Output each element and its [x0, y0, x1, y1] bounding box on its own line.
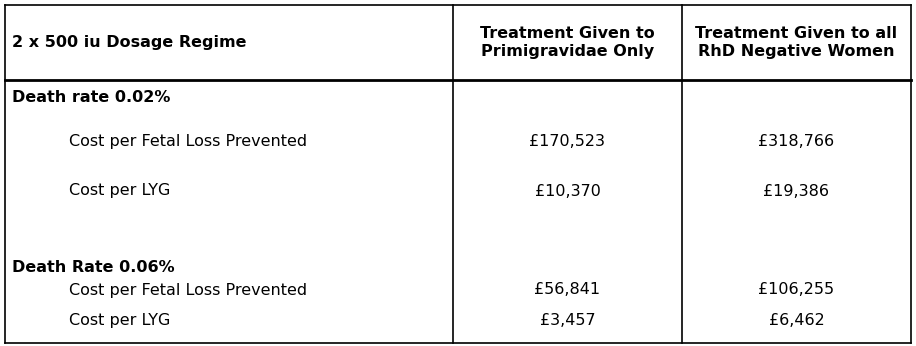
Text: £318,766: £318,766	[758, 134, 834, 148]
Text: Cost per LYG: Cost per LYG	[69, 313, 170, 328]
Text: £3,457: £3,457	[540, 313, 595, 328]
Text: Treatment Given to all
RhD Negative Women: Treatment Given to all RhD Negative Wome…	[695, 26, 898, 59]
Text: Cost per LYG: Cost per LYG	[69, 183, 170, 199]
Text: £10,370: £10,370	[535, 183, 600, 199]
Text: £106,255: £106,255	[758, 282, 834, 298]
Text: Death rate 0.02%: Death rate 0.02%	[12, 90, 170, 105]
Text: 2 x 500 iu Dosage Regime: 2 x 500 iu Dosage Regime	[12, 35, 246, 50]
Text: £56,841: £56,841	[534, 282, 601, 298]
Text: Cost per Fetal Loss Prevented: Cost per Fetal Loss Prevented	[69, 282, 307, 298]
Text: Cost per Fetal Loss Prevented: Cost per Fetal Loss Prevented	[69, 134, 307, 148]
Text: Death Rate 0.06%: Death Rate 0.06%	[12, 261, 175, 275]
Text: £6,462: £6,462	[769, 313, 824, 328]
Text: Treatment Given to
Primigravidae Only: Treatment Given to Primigravidae Only	[480, 26, 655, 59]
Text: £170,523: £170,523	[529, 134, 605, 148]
Text: £19,386: £19,386	[764, 183, 830, 199]
